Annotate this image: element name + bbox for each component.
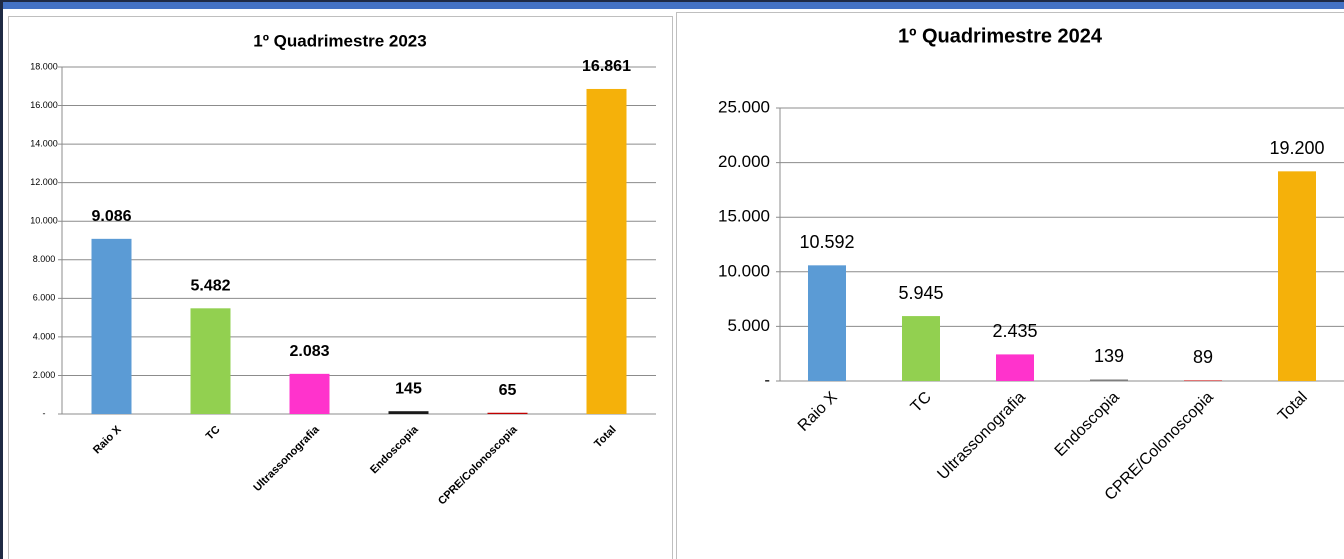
data-label: 145	[395, 380, 422, 397]
y-tick-label: 8.000	[33, 254, 56, 264]
data-label: 5.945	[898, 283, 943, 303]
y-tick-label: 5.000	[727, 316, 770, 335]
y-tick-label: 20.000	[718, 152, 770, 171]
bar	[289, 373, 330, 414]
y-tick-label: -	[43, 408, 46, 418]
data-label: 65	[499, 382, 517, 399]
y-tick-label: 14.000	[30, 138, 58, 148]
y-tick-label: -	[764, 370, 770, 389]
y-tick-label: 10.000	[30, 216, 58, 226]
bar	[996, 354, 1034, 381]
data-label: 16.861	[582, 58, 631, 75]
data-label: 2.435	[992, 321, 1037, 341]
data-label: 89	[1193, 347, 1213, 367]
data-label: 2.083	[289, 343, 329, 360]
chart-title: 1º Quadrimestre 2024	[898, 25, 1103, 47]
bar	[586, 88, 627, 414]
bar	[487, 412, 528, 414]
y-tick-label: 12.000	[30, 177, 58, 187]
bar	[1278, 171, 1316, 381]
y-tick-label: 18.000	[30, 61, 58, 71]
bar	[1184, 380, 1222, 382]
data-label: 9.086	[91, 208, 131, 225]
y-tick-label: 16.000	[30, 100, 58, 110]
top-bar	[0, 0, 1344, 9]
bar	[902, 316, 940, 381]
data-label: 10.592	[799, 232, 854, 252]
y-tick-label: 4.000	[33, 331, 56, 341]
bar	[808, 265, 846, 381]
bar	[388, 411, 429, 414]
panel-2024	[676, 12, 1344, 559]
y-tick-label: 25.000	[718, 97, 770, 116]
top-border	[0, 0, 1344, 2]
chart-title: 1º Quadrimestre 2023	[253, 31, 426, 50]
y-tick-label: 10.000	[718, 261, 770, 280]
bar	[91, 238, 132, 414]
bar	[1090, 379, 1128, 381]
bar	[190, 308, 231, 414]
data-label: 5.482	[190, 278, 230, 295]
data-label: 19.200	[1269, 138, 1324, 158]
left-border	[0, 0, 3, 559]
data-label: 139	[1094, 346, 1124, 366]
y-tick-label: 2.000	[33, 370, 56, 380]
y-tick-label: 6.000	[33, 293, 56, 303]
y-tick-label: 15.000	[718, 207, 770, 226]
